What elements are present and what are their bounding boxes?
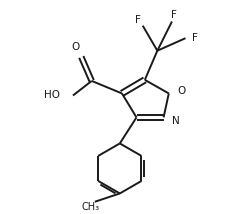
Text: N: N <box>172 116 179 126</box>
Text: O: O <box>71 42 80 52</box>
Text: F: F <box>192 33 198 43</box>
Text: O: O <box>177 86 186 96</box>
Text: CH₃: CH₃ <box>82 202 100 212</box>
Text: F: F <box>171 10 177 21</box>
Text: F: F <box>135 15 140 25</box>
Text: HO: HO <box>44 90 61 100</box>
